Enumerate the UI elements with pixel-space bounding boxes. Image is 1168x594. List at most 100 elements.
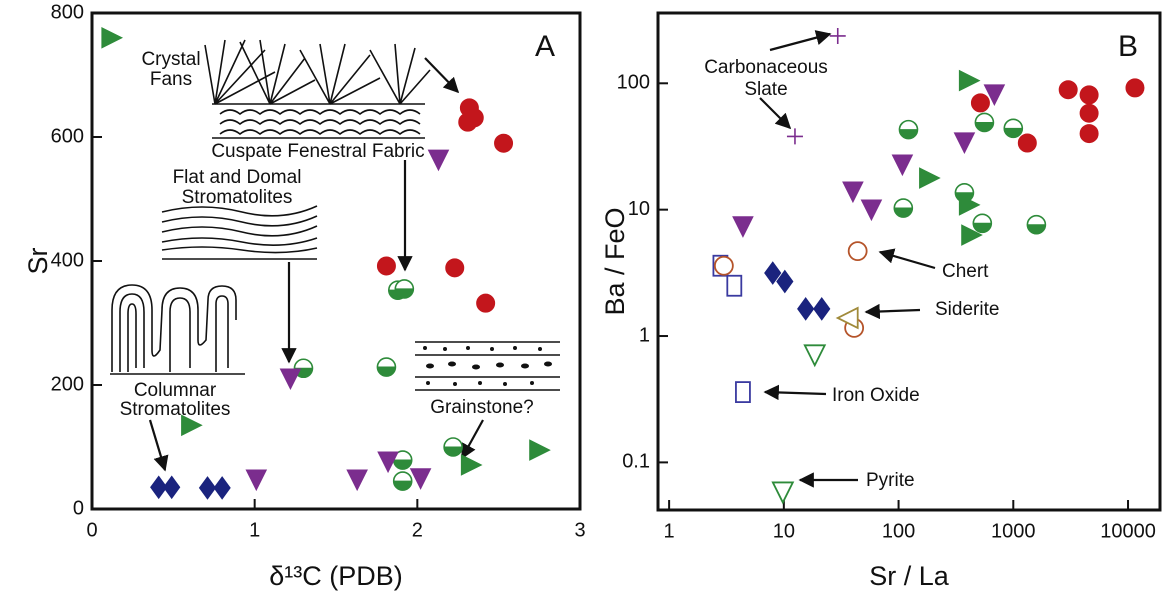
panel: 0 1 2 3 0 200 400 600 800 δ¹³C (PDB) Sr A CrystalFan… — [23, 1, 585, 591]
marker — [376, 256, 396, 276]
marker — [919, 167, 941, 189]
annotation: Grainstone? — [430, 397, 534, 418]
marker — [464, 108, 484, 128]
marker — [961, 224, 983, 246]
annotation: Chert — [942, 261, 989, 282]
annotation: Cuspate Fenestral Fabric — [211, 141, 424, 162]
annotation: Carbonaceous — [704, 57, 828, 78]
marker — [970, 93, 990, 113]
marker — [835, 306, 859, 330]
marker — [346, 469, 368, 492]
x-tick-label: 10000 — [1100, 520, 1156, 542]
marker — [974, 112, 995, 133]
marker — [1125, 78, 1145, 98]
marker — [958, 69, 981, 92]
x-tick-label: 2 — [412, 519, 423, 541]
plot-frame — [656, 11, 1162, 512]
marker — [1079, 85, 1099, 105]
marker-half — [443, 446, 463, 457]
marker — [181, 414, 203, 437]
arrows — [148, 30, 936, 488]
marker — [1079, 124, 1099, 144]
annotation: Columnar — [134, 380, 217, 401]
marker-half — [974, 121, 994, 132]
marker — [198, 476, 217, 500]
marker — [1017, 133, 1037, 153]
y-tick-label: 0 — [73, 497, 84, 519]
marker — [460, 454, 483, 476]
sketch-columnar — [110, 284, 245, 375]
panel-label: B — [1118, 30, 1138, 63]
marker — [1003, 118, 1024, 139]
x-axis-label: Sr / La — [869, 561, 950, 591]
marker — [803, 344, 827, 368]
marker — [279, 368, 302, 391]
y-tick-label: 10 — [628, 198, 650, 220]
marker — [494, 133, 514, 153]
marker — [1058, 80, 1078, 100]
marker — [529, 439, 551, 461]
annotation: Iron Oxide — [832, 385, 920, 406]
marker — [476, 293, 496, 313]
marker — [813, 297, 831, 321]
x-tick-label: 10 — [773, 520, 795, 542]
sketch-flat-domal — [161, 205, 318, 260]
marker — [972, 213, 993, 234]
marker-half — [1026, 224, 1046, 235]
marker — [101, 26, 124, 49]
marker — [245, 469, 268, 492]
marker — [392, 450, 413, 470]
annotation: Stromatolites — [182, 187, 293, 208]
y-tick-label: 0.1 — [622, 451, 650, 473]
panel-label: A — [535, 30, 555, 63]
marker — [735, 381, 751, 403]
marker — [394, 279, 415, 299]
annotation: Pyrite — [866, 470, 915, 491]
y-tick-label: 1 — [639, 324, 650, 346]
marker — [1026, 214, 1047, 235]
x-tick-label: 1 — [664, 520, 675, 542]
y-tick-label: 600 — [51, 125, 84, 147]
marker — [713, 255, 734, 276]
marker — [776, 269, 794, 294]
x-tick-label: 1000 — [991, 520, 1036, 542]
marker — [786, 128, 803, 145]
x-tick-label: 0 — [86, 519, 97, 541]
marker-half — [393, 480, 413, 491]
marker-half — [1003, 127, 1023, 138]
panel: 1 10 100 1000 10000 0.1 1 10 100 Sr / La Ba / FeO B… — [600, 11, 1162, 591]
plot-frame — [90, 11, 582, 511]
marker — [842, 181, 864, 204]
marker — [891, 154, 914, 177]
marker — [409, 468, 432, 490]
marker — [829, 27, 846, 44]
marker-half — [376, 366, 396, 377]
marker — [898, 119, 919, 140]
annotation: Crystal — [141, 49, 200, 70]
y-axis-label: Ba / FeO — [600, 207, 630, 315]
x-tick-label: 3 — [574, 519, 585, 541]
marker-half — [393, 459, 413, 470]
marker — [163, 475, 181, 500]
annotation: Fans — [150, 69, 192, 90]
marker — [764, 261, 782, 285]
x-tick-label: 1 — [249, 519, 260, 541]
marker — [392, 471, 413, 491]
sketch-crystal-fans — [204, 39, 431, 139]
marker — [376, 357, 397, 377]
y-tick-label: 400 — [51, 249, 84, 271]
marker — [443, 437, 463, 457]
marker — [726, 274, 743, 297]
marker — [958, 194, 981, 216]
annotation: Slate — [744, 79, 787, 100]
marker — [893, 198, 914, 218]
marker — [771, 481, 795, 505]
marker — [953, 132, 976, 155]
marker — [847, 241, 868, 261]
marker — [797, 297, 815, 321]
y-tick-label: 100 — [617, 72, 650, 94]
annotation: Flat and Domal — [173, 167, 302, 188]
marker — [445, 258, 465, 278]
